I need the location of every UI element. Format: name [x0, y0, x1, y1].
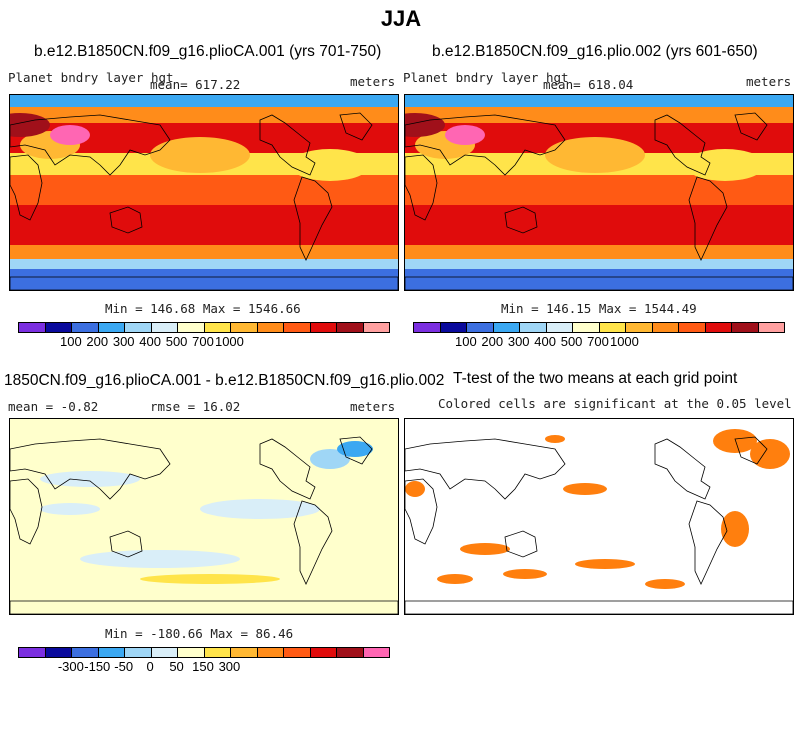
colorbar-tick-label: -300 [57, 659, 84, 674]
colorbar-swatch [573, 323, 600, 332]
colorbar-tick-label: 1000 [609, 334, 639, 349]
colorbar-swatch [546, 323, 573, 332]
panel3-map [9, 418, 399, 615]
colorbar-swatch [178, 648, 205, 657]
panel3-colorbar [18, 647, 390, 658]
colorbar-tick-label: 400 [534, 334, 556, 349]
main-title: JJA [380, 6, 422, 31]
panel2-colorbar-labels: 100 200 300 400 500 700 1000 [413, 334, 783, 350]
colorbar-swatch [363, 323, 389, 332]
colorbar-tick-label: 400 [139, 334, 161, 349]
colorbar-swatch [98, 648, 125, 657]
colorbar-swatch [257, 323, 284, 332]
colorbar-swatch [310, 323, 337, 332]
colorbar-swatch [337, 648, 364, 657]
colorbar-swatch [599, 323, 626, 332]
panel1-variable-label: Planet bndry layer hgt [8, 70, 174, 85]
colorbar-swatch [493, 323, 520, 332]
colorbar-swatch [231, 648, 258, 657]
colorbar-tick-label: 100 [454, 334, 477, 349]
colorbar-swatch [125, 323, 152, 332]
colorbar-tick-label: 0 [146, 659, 154, 674]
colorbar-swatch [257, 648, 284, 657]
colorbar-swatch [626, 323, 653, 332]
colorbar-tick-label: 200 [481, 334, 504, 349]
colorbar-swatch [151, 648, 178, 657]
colorbar-tick-label: 500 [165, 334, 188, 349]
colorbar-tick-label: 700 [192, 334, 214, 349]
colorbar-swatch [414, 323, 441, 332]
panel3-rmse: rmse = 16.02 [150, 399, 241, 414]
panel1-colorbar-labels: 100 200 300 400 500 700 1000 [18, 334, 388, 350]
panel2-units: meters [746, 74, 792, 89]
colorbar-tick-label: -150 [84, 659, 111, 674]
panel1-mean: mean= 617.22 [150, 77, 241, 92]
colorbar-tick-label: 50 [169, 659, 184, 674]
panel4-map [404, 418, 794, 615]
colorbar-tick-label: 500 [560, 334, 583, 349]
colorbar-tick-label: 700 [587, 334, 609, 349]
colorbar-tick-label: 100 [59, 334, 82, 349]
panel1-title: b.e12.B1850CN.f09_g16.plioCA.001 (yrs 70… [34, 43, 382, 60]
panel2-title: b.e12.B1850CN.f09_g16.plio.002 (yrs 601-… [432, 43, 758, 60]
colorbar-swatch [758, 323, 784, 332]
colorbar-swatch [337, 323, 364, 332]
panel3-units: meters [350, 399, 396, 414]
panel1-map [9, 94, 399, 291]
panel2-map [404, 94, 794, 291]
colorbar-swatch [520, 323, 547, 332]
colorbar-swatch [284, 323, 311, 332]
colorbar-swatch [440, 323, 467, 332]
panel3-minmax: Min = -180.66 Max = 86.46 [105, 626, 294, 641]
panel4-subtitle: Colored cells are significant at the 0.0… [438, 396, 792, 411]
colorbar-swatch [45, 648, 72, 657]
colorbar-tick-label: 1000 [214, 334, 244, 349]
panel2-minmax: Min = 146.15 Max = 1544.49 [501, 301, 697, 316]
colorbar-swatch [363, 648, 389, 657]
panel2-mean: mean= 618.04 [543, 77, 634, 92]
panel1-units: meters [350, 74, 396, 89]
colorbar-swatch [72, 323, 99, 332]
colorbar-swatch [72, 648, 99, 657]
colorbar-swatch [652, 323, 679, 332]
colorbar-swatch [231, 323, 258, 332]
panel2-variable-label: Planet bndry layer hgt [403, 70, 569, 85]
colorbar-swatch [45, 323, 72, 332]
colorbar-swatch [151, 323, 178, 332]
colorbar-swatch [125, 648, 152, 657]
colorbar-swatch [284, 648, 311, 657]
panel3-title: 1850CN.f09_g16.plioCA.001 - b.e12.B1850C… [4, 372, 445, 389]
colorbar-swatch [705, 323, 732, 332]
colorbar-swatch [98, 323, 125, 332]
panel4-title: T-test of the two means at each grid poi… [453, 370, 738, 387]
colorbar-tick-label: 200 [86, 334, 109, 349]
panel1-colorbar [18, 322, 390, 333]
panel3-mean: mean = -0.82 [8, 399, 99, 414]
panel1-minmax: Min = 146.68 Max = 1546.66 [105, 301, 301, 316]
colorbar-swatch [178, 323, 205, 332]
colorbar-tick-label: 300 [112, 334, 135, 349]
colorbar-tick-label: 300 [218, 659, 241, 674]
colorbar-swatch [204, 323, 231, 332]
panel2-colorbar [413, 322, 785, 333]
panel3-colorbar-labels: -300 -150 -50 0 50 150 300 [18, 659, 388, 675]
colorbar-swatch [19, 323, 46, 332]
colorbar-tick-label: -50 [114, 659, 134, 674]
colorbar-tick-label: 300 [507, 334, 530, 349]
colorbar-swatch [310, 648, 337, 657]
colorbar-swatch [732, 323, 759, 332]
colorbar-swatch [204, 648, 231, 657]
colorbar-swatch [19, 648, 46, 657]
colorbar-tick-label: 150 [192, 659, 214, 674]
colorbar-swatch [467, 323, 494, 332]
colorbar-swatch [679, 323, 706, 332]
